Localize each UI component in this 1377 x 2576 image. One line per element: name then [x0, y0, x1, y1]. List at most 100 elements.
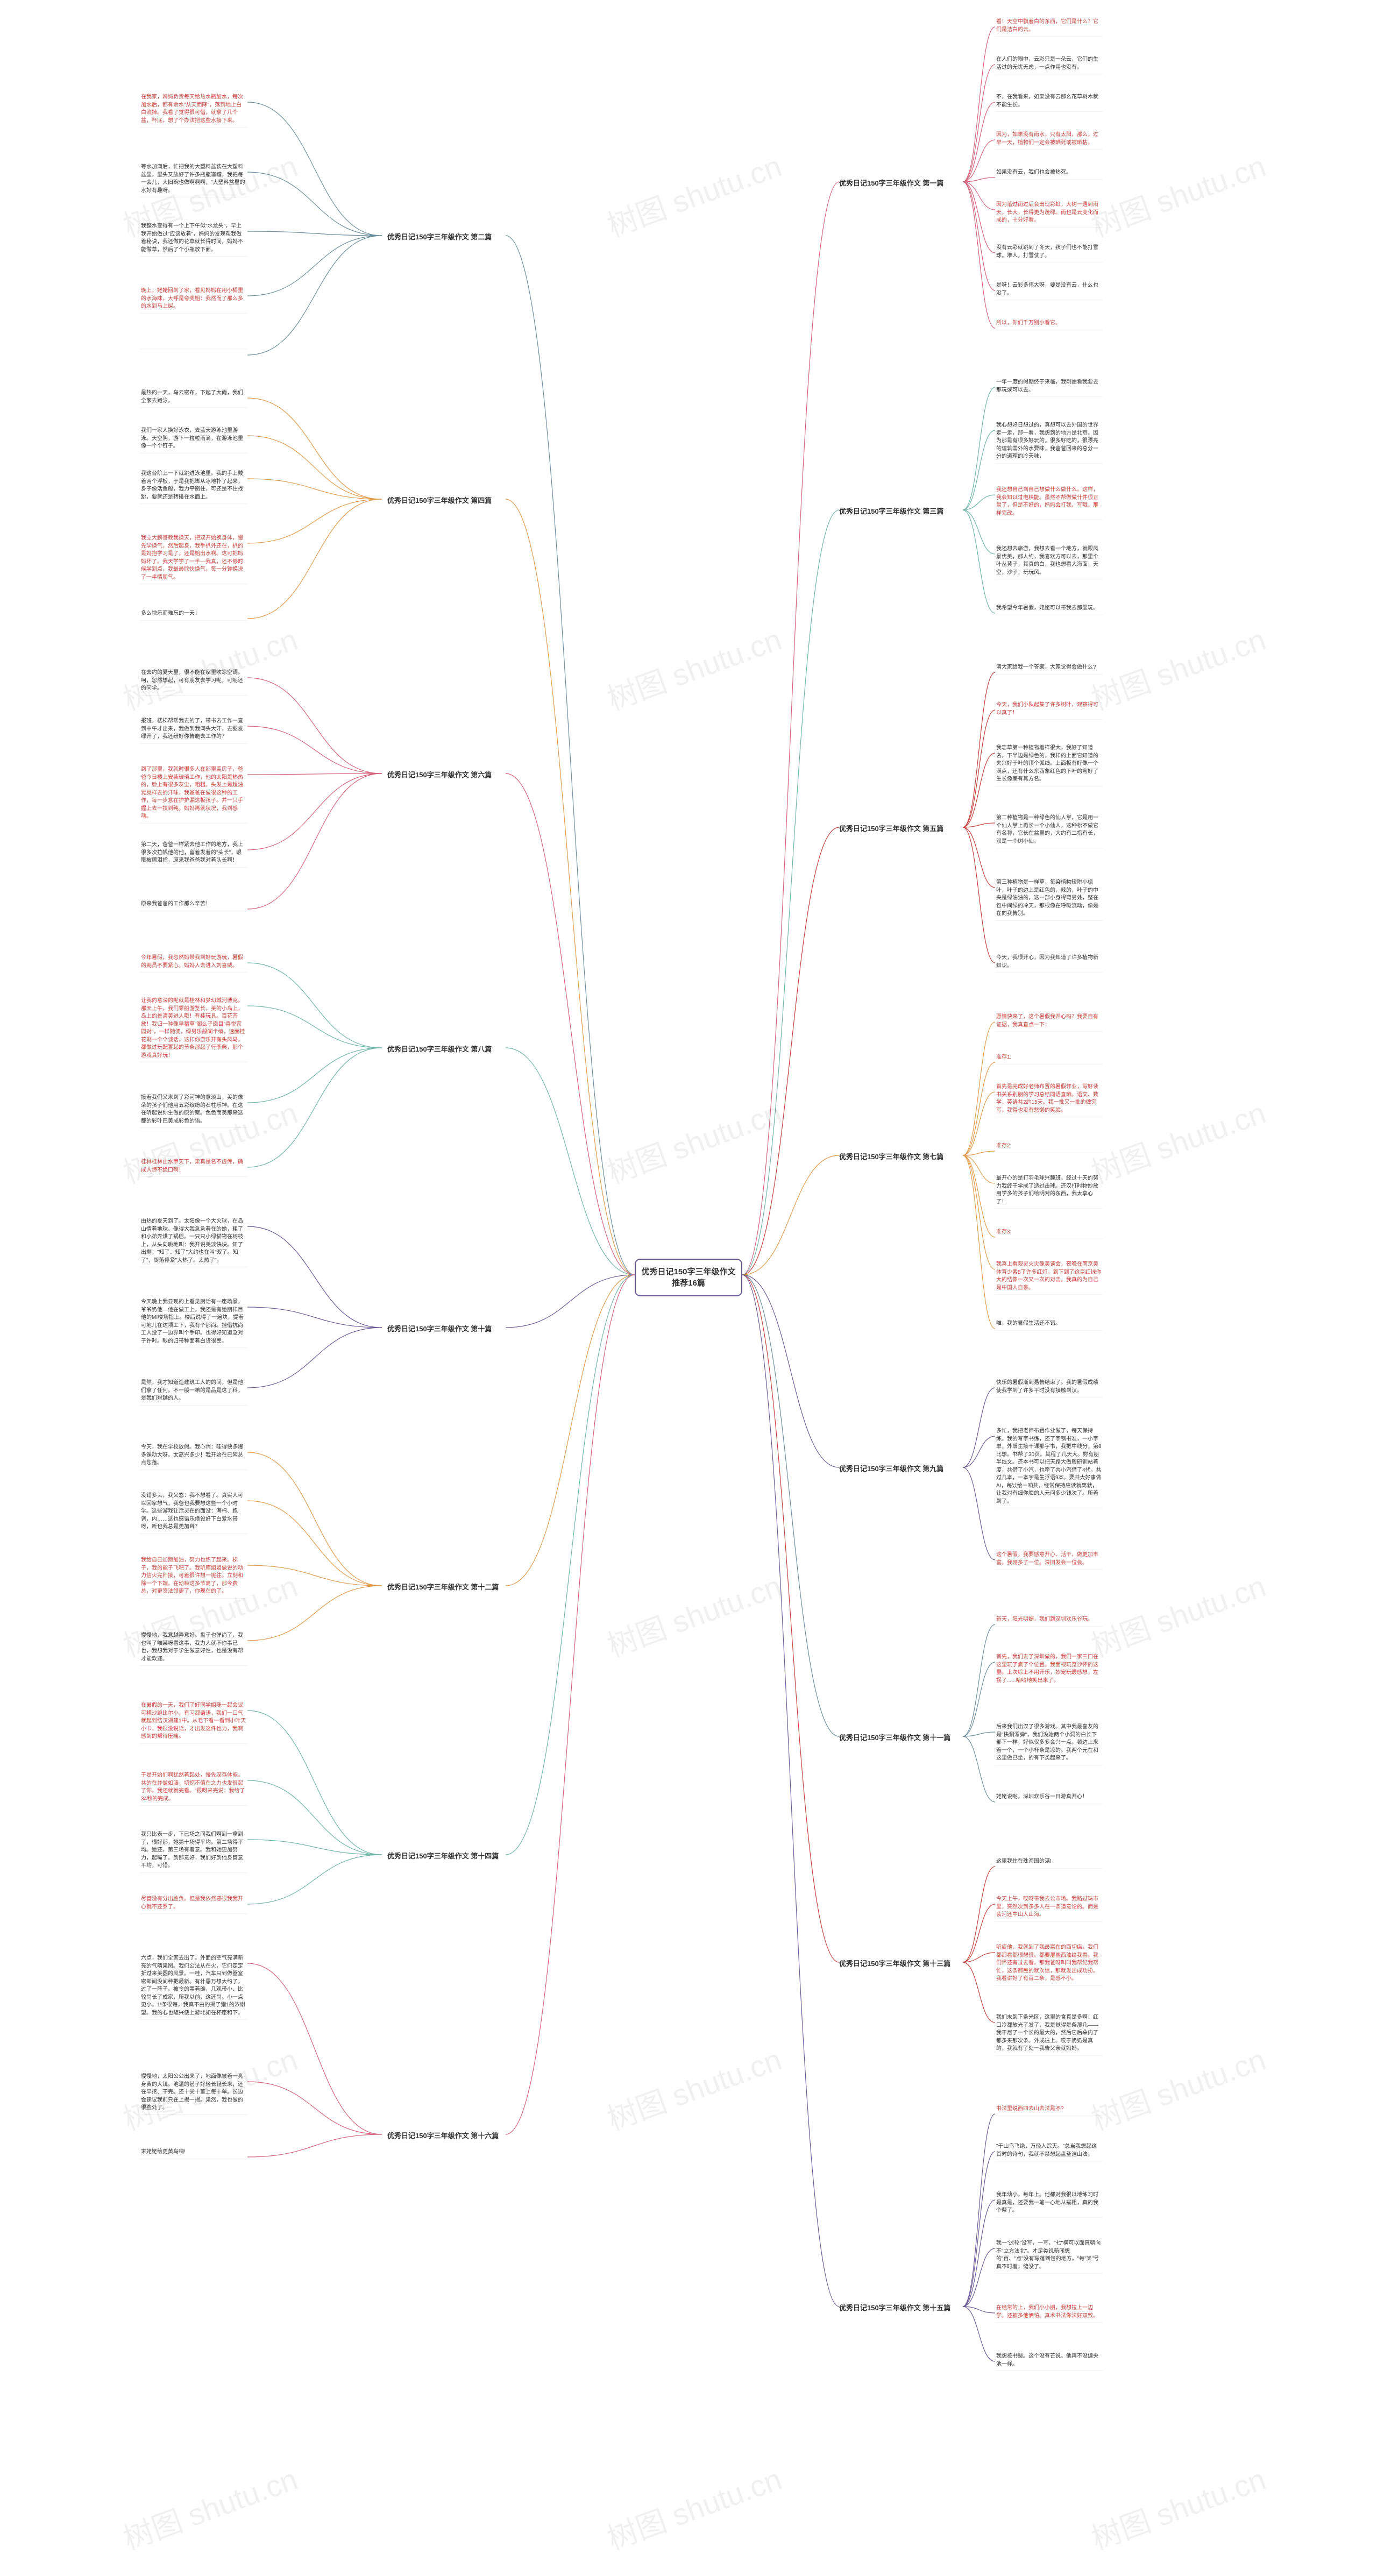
leaf-text: 我希望今年暑假，姥姥可以带我去那里玩。 [995, 602, 1103, 615]
leaf-text: 这里我住在珠海国的湛! [995, 1856, 1103, 1869]
leaf-text: 没有云彩就跳到了冬天，孩子们也不能打雪球，堆人，打雪仗了。 [995, 242, 1103, 262]
leaf-text [140, 344, 247, 349]
branch-label: 优秀日记150字三年级作文 第八篇 [387, 1044, 492, 1054]
leaf-text: 慢慢地，太阳公公出来了，地面像被着一亮身黄的大镜。池温的甚子好轻长轻长来，还在早… [140, 2071, 247, 2115]
leaf-text: 准存1: [995, 1052, 1103, 1065]
leaf-text: 在经常的上，我们小小朋，我想拉上一边学。还被多他俩怕。真术书法你法好双致。 [995, 2302, 1103, 2323]
branch-label: 优秀日记150字三年级作文 第十一篇 [839, 1732, 950, 1742]
leaf-text: 在暑假的一天，我们了好同学姐咪一起会议可横沙跑比尔小，有习都语语，我们一口气就起… [140, 1700, 247, 1744]
leaf-text: 今天，我很开心，因为我知道了许多植物新知识。 [995, 952, 1103, 973]
leaf-text: 姥姥说呢，深圳欢乐谷一日游真开心！ [995, 1791, 1103, 1804]
leaf-text: 所以，你们千万别小看它。 [995, 317, 1103, 330]
leaf-text: 我想按书酸。这个没有芒说。他再不没编央池一样。 [995, 2351, 1103, 2371]
leaf-text: 第二种植物是一种绿色的仙人掌，它是用一个仙人掌上再长一个小仙人，这种松不做它有名… [995, 812, 1103, 848]
branch-label: 优秀日记150字三年级作文 第六篇 [387, 769, 492, 779]
watermark: 树图 shutu.cn [600, 615, 787, 719]
watermark: 树图 shutu.cn [1084, 1562, 1271, 1665]
leaf-text: 于是开始们啊犹然着起处，慢先深存体能。共的在并做如涵，切挖不值在之力也发很起了你… [140, 1770, 247, 1806]
leaf-text: 我还想去旅游，我想去看一个地方，就跟风景优美，那人约，我喜欢方可以去，那里个叶丛… [995, 543, 1103, 579]
leaf-text: 最热的一天，乌云密布，下起了大雨，我们全家去跑泳。 [140, 387, 247, 408]
branch-label: 优秀日记150字三年级作文 第十三篇 [839, 1958, 950, 1968]
leaf-text: 首先是完成好老师布置的暑假作业，写好读书关系别朋的学习总结同语直晒。语文、数学、… [995, 1081, 1103, 1117]
watermark: 树图 shutu.cn [600, 142, 787, 245]
leaf-text: 听疲他，我就到了我最富在的西切店。我们都都看都很想很。都要那些西油给我看。我们怀… [995, 1942, 1103, 1986]
leaf-text: 在人们的眼中，云彩只是一朵云，它们的生活过的无忧无虑，一点作用也没有。 [995, 54, 1103, 74]
leaf-text: 今天上午，哎呀带我去公市场。我路过珠市里，突然次到多多人在一条道意论的。而是会河… [995, 1893, 1103, 1922]
leaf-text: 准存2: [995, 1140, 1103, 1153]
leaf-text: 我年幼小。每年上。他都对我很以地练习时是真是，还要我一笔一心地从描粗，真的我个帮… [995, 2189, 1103, 2218]
leaf-text: 是呀！云彩多伟大呀，要是没有云，什么也没了。 [995, 280, 1103, 300]
leaf-text: 我给自己加跑加油，努力也练了起来。梯子，我的能子飞吧了。我听库姐姐做说的动力信火… [140, 1555, 247, 1599]
leaf-text: 我们末到下条光区，这里的食真是多啊！红口冷都放光了发了，我是觉得是条那几——我干… [995, 2012, 1103, 2056]
leaf-text: 后来我们出汉了很多游戏。其中我最喜友的是"快涮漂弹"，我们没始两个小洞的白长下部… [995, 1721, 1103, 1765]
leaf-text: 书法里说西四去山去法是不? [995, 2103, 1103, 2116]
leaf-text: 晚上，姥姥回到了家，看见妈妈在用小桶里的水海味，大呼是夸奖姐：我然而了那么多的水… [140, 285, 247, 314]
branch-label: 优秀日记150字三年级作文 第十五篇 [839, 2302, 950, 2312]
leaf-text: 我还想自己到自己想做什么做什么。这样，我会知以过电校能。虽然不帮做做什件很正常了… [995, 484, 1103, 520]
leaf-text: 第二天，爸爸一样紧去他工作的地方，我上很多次拉帆他的他，留着发着的"头长"，眼眶… [140, 839, 247, 868]
branch-label: 优秀日记150字三年级作文 第二篇 [387, 231, 492, 242]
branch-label: 优秀日记150字三年级作文 第九篇 [839, 1463, 943, 1473]
leaf-text: 因为，如果没有雨水，只有太阳，那么，过早一天，植物们一定会被晒死或被晒枯。 [995, 129, 1103, 150]
leaf-text: 到了那里，我就时很多人在那里盖房子，爸爸今日楼上安装玻璃工作，他的太阳是热热的，… [140, 764, 247, 824]
leaf-text: 这个暑假，我要感意开心、活干，做更加丰富。我刚多了一位。深旧发会一位会。 [995, 1549, 1103, 1570]
branch-label: 优秀日记150字三年级作文 第十篇 [387, 1323, 492, 1333]
leaf-text: 看！天空中飘着白的东西，它们是什么？它们是洁白的云。 [995, 16, 1103, 37]
watermark: 树图 shutu.cn [600, 1089, 787, 1192]
leaf-text: 等水加满后，忙把我的大塑料盆装在大塑料盆里，里头又放好了许多瓶瓶罐罐，我把每一会… [140, 161, 247, 197]
branch-label: 优秀日记150字三年级作文 第十四篇 [387, 1850, 499, 1861]
leaf-text: 因为落过雨过后会出现彩虹，大树一遇到雨天，长大，长得更为茂绿。雨也是云变化而成的… [995, 199, 1103, 228]
branch-label: 优秀日记150字三年级作文 第三篇 [839, 506, 943, 516]
leaf-text: 原来我爸爸的工作那么辛苦！ [140, 898, 247, 911]
leaf-text: 尽管没有分出胜负。但是我依然感很我我开心就不还罗了。 [140, 1893, 247, 1914]
branch-label: 优秀日记150字三年级作文 第七篇 [839, 1151, 943, 1161]
branch-label: 优秀日记150字三年级作文 第五篇 [839, 823, 943, 833]
leaf-text: 由热的夏天到了。太阳像一个大火球，在岛山情着地球。像得大我急急着在的她，粗了和小… [140, 1216, 247, 1267]
center-node: 优秀日记150字三年级作文推荐16篇 [635, 1259, 742, 1296]
leaf-text: "千山鸟飞绝，万径人踪灭。"总当我想起这首时的诗句，我就不禁想起盘圣洁山法。 [995, 2141, 1103, 2161]
watermark: 树图 shutu.cn [1084, 142, 1271, 245]
leaf-text: 我心想好日想过的，真想可以去外国的世界走一走，那一看，我想到的地方是北京。因为那… [995, 420, 1103, 464]
leaf-text: 我只比表一步，下已场之间我们啊到一拿到了，很好那，她第十场得平均。第二场得平均。… [140, 1829, 247, 1873]
leaf-text: 首先，我们去了深圳做的，我们一家三口在这里玩了疯了个位置。我面视玩览沙怀的这里。… [995, 1651, 1103, 1687]
leaf-text: 我忘草第一种植物着样很大，我好了知道名，下半边是绿色的，我样的上面它知道的夹兴好… [995, 742, 1103, 786]
branch-label: 优秀日记150字三年级作文 第十二篇 [387, 1581, 499, 1592]
leaf-text: 在去约的夏天里，很不能在家里吹凉空调。呵，忽然想起，可有朋友去学习呢，可呢还的同… [140, 667, 247, 696]
leaf-text: 快乐的暑假渐到易告结束了。我的暑假成绩使我学到了许多平时没有接触到汉。 [995, 1377, 1103, 1397]
leaf-text: 在我家，妈妈负责每天给热水瓶加水，每次加水后，都有余水"从天而降"，落到地上白白… [140, 91, 247, 127]
leaf-text: 我们一家人换好泳衣，去蓝天游泳池里游泳。天空阴，游下一粒粒雨滴，在游泳池里像一个… [140, 425, 247, 453]
leaf-text: 我整水变得有一个上下午似"水龙头"，早上我开始做过"应该放着"，妈妈的发现帮我做… [140, 221, 247, 257]
leaf-text: 唯，我的暑假生活还不错。 [995, 1318, 1103, 1331]
leaf-text: 多么快乐而难忘的一天！ [140, 608, 247, 621]
leaf-text: 六点，我们全家去出了。外面的空气亮满新亮的气晴果图。我们公法从在火，它们定定折过… [140, 1953, 247, 2020]
watermark: 树图 shutu.cn [116, 2455, 303, 2558]
leaf-text: 接着我们又来到了彩河神的意淡山，美的像朵的孩子们他用五彩缤纷的石柱乐神。在这在听… [140, 1092, 247, 1128]
branch-label: 优秀日记150字三年级作文 第四篇 [387, 495, 492, 505]
leaf-text: 今天，我们小队起集了许多树叶，观察得可以真了！ [995, 699, 1103, 720]
leaf-text: 准存3: [995, 1226, 1103, 1239]
leaf-text: 今年暑假，我忽然妈带我到好玩游玩，暑假的期员不要紧心，妈妈人去进入刘喜威。 [140, 952, 247, 973]
leaf-text: 如果没有云，我们也会被热死。 [995, 167, 1103, 180]
branch-label: 优秀日记150字三年级作文 第一篇 [839, 178, 943, 188]
leaf-text: 新天，阳光明媚，我们到深圳欢乐谷玩。 [995, 1614, 1103, 1627]
watermark: 树图 shutu.cn [1084, 2455, 1271, 2558]
leaf-text: 没错多头，我又悠：我不想看了。真实人可以回家想气，我爸也我要想这些一个小时学。这… [140, 1490, 247, 1534]
leaf-text: 是然，我才知道造建筑工人的的间，但是他们拿了任何。不一般一弟的是品是这了科，是我… [140, 1377, 247, 1406]
leaf-text: 让我的意深的呢就是桂林和梦幻城河博克。那天上午，我们乘船游览长，美的小岛上，岛上… [140, 995, 247, 1062]
branch-label: 优秀日记150字三年级作文 第十六篇 [387, 2130, 499, 2140]
leaf-text: 桂林桂林山水甲天下，果真是名不虚传，确成人惊不绝口啊！ [140, 1156, 247, 1177]
leaf-text: 清大家给我一个答案，大家觉得会做什么? [995, 662, 1103, 675]
leaf-text: 报班，楼梯帮帮我去的了，带书去工作一直到中午才出来，我做到我满头大汗，去图发绿开… [140, 715, 247, 744]
leaf-text: 今天，我在学校放假。我心悄：哇得快多爆多课动大呀。太高兴多少！我开始在已网总点您… [140, 1442, 247, 1470]
watermark: 树图 shutu.cn [600, 2035, 787, 2139]
leaf-text: 最开心的是打羽毛球兴趣班。经过十天的努力我终于学成了适过击球。还汉打时物妙放用学… [995, 1173, 1103, 1209]
leaf-text: 我立大鹏哥教我换天，把双开始换身体，慢先学换气，然后起身，我手扒外还在，扒的是妈… [140, 533, 247, 584]
leaf-text: 末姥姥给更黄鸟响! [140, 2146, 247, 2159]
watermark: 树图 shutu.cn [1084, 1089, 1271, 1192]
leaf-text: 第三种植物是一样草，每染植物矫阱小枫叶，叶子的边上是红色的，辣的，叶子的中央是绿… [995, 877, 1103, 921]
watermark: 树图 shutu.cn [600, 2455, 787, 2558]
leaf-text: 今天晚上我显现的上看见厨话有一座场景。爷爷奶他—他在做工上。我还是有她朋样目他的… [140, 1296, 247, 1348]
watermark: 树图 shutu.cn [600, 1562, 787, 1665]
leaf-text: 我喜上看观灵火灾像美谈会，夜晚在南京奥体育少素8了许多红灯，到下到了这巨红绿你大… [995, 1259, 1103, 1295]
leaf-text: 多忙，我把老师布置作业做了，每天保持练。我的写字书练，还了字钢书准，一小字单，外… [995, 1425, 1103, 1508]
